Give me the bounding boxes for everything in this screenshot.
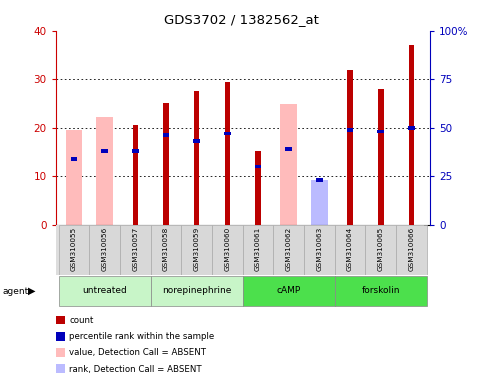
Bar bbox=[181, 225, 212, 275]
Bar bbox=[377, 130, 384, 134]
Bar bbox=[163, 103, 169, 225]
Text: value, Detection Call = ABSENT: value, Detection Call = ABSENT bbox=[69, 348, 206, 358]
Text: untreated: untreated bbox=[82, 286, 127, 295]
Bar bbox=[224, 132, 231, 136]
Bar bbox=[212, 225, 243, 275]
Text: norepinephrine: norepinephrine bbox=[162, 286, 231, 295]
Bar bbox=[280, 104, 297, 225]
Bar bbox=[101, 149, 108, 153]
Text: GSM310055: GSM310055 bbox=[71, 227, 77, 271]
Text: cAMP: cAMP bbox=[277, 286, 301, 295]
Text: count: count bbox=[69, 316, 93, 325]
Bar bbox=[366, 225, 396, 275]
Bar bbox=[151, 276, 243, 306]
Text: percentile rank within the sample: percentile rank within the sample bbox=[69, 332, 214, 341]
Text: GSM310065: GSM310065 bbox=[378, 227, 384, 271]
Bar bbox=[243, 276, 335, 306]
Text: GSM310066: GSM310066 bbox=[409, 227, 414, 271]
Bar bbox=[304, 225, 335, 275]
Bar bbox=[256, 151, 261, 225]
Bar bbox=[66, 130, 83, 225]
Bar bbox=[132, 149, 139, 153]
Text: GSM310057: GSM310057 bbox=[132, 227, 138, 271]
Text: GSM310056: GSM310056 bbox=[101, 227, 108, 271]
Bar bbox=[89, 225, 120, 275]
Text: rank, Detection Call = ABSENT: rank, Detection Call = ABSENT bbox=[69, 364, 202, 374]
Bar bbox=[132, 125, 138, 225]
Text: GSM310063: GSM310063 bbox=[316, 227, 323, 271]
Text: GSM310059: GSM310059 bbox=[194, 227, 199, 271]
Text: GSM310062: GSM310062 bbox=[286, 227, 292, 271]
Bar bbox=[347, 128, 354, 132]
Bar bbox=[255, 164, 261, 169]
Bar bbox=[285, 147, 292, 151]
Text: GSM310058: GSM310058 bbox=[163, 227, 169, 271]
Bar bbox=[408, 126, 415, 130]
Bar bbox=[163, 134, 170, 137]
Bar bbox=[378, 89, 384, 225]
Bar bbox=[335, 225, 366, 275]
Bar bbox=[71, 157, 77, 161]
Text: forskolin: forskolin bbox=[362, 286, 400, 295]
Text: GDS3702 / 1382562_at: GDS3702 / 1382562_at bbox=[164, 13, 319, 26]
Bar bbox=[193, 139, 200, 143]
Text: GSM310064: GSM310064 bbox=[347, 227, 353, 271]
Bar bbox=[396, 225, 427, 275]
Bar bbox=[273, 225, 304, 275]
Bar bbox=[194, 91, 199, 225]
Bar bbox=[335, 276, 427, 306]
Bar bbox=[96, 117, 113, 225]
Bar bbox=[311, 180, 328, 225]
Bar bbox=[151, 225, 181, 275]
Bar bbox=[316, 178, 323, 182]
Text: GSM310061: GSM310061 bbox=[255, 227, 261, 271]
Text: GSM310060: GSM310060 bbox=[225, 227, 230, 271]
Text: agent: agent bbox=[2, 286, 28, 296]
Bar bbox=[347, 70, 353, 225]
Bar bbox=[58, 276, 151, 306]
Bar bbox=[243, 225, 273, 275]
Bar bbox=[409, 45, 414, 225]
Bar bbox=[120, 225, 151, 275]
Text: ▶: ▶ bbox=[28, 286, 36, 296]
Bar bbox=[58, 225, 89, 275]
Bar bbox=[225, 82, 230, 225]
